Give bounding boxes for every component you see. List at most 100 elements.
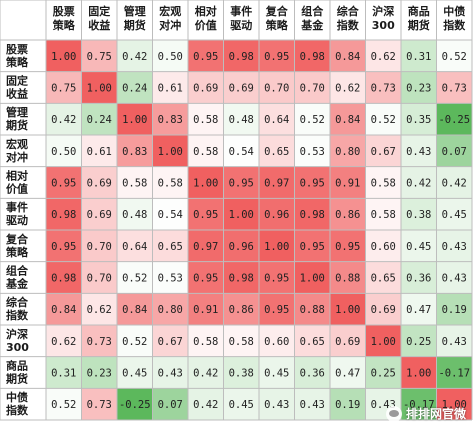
cell-value-label: 0.70 — [300, 83, 325, 95]
cell-value-label: 0.42 — [442, 178, 467, 190]
row-header-label: 指数 — [6, 308, 29, 322]
heatmap-cell — [365, 261, 401, 294]
watermark: 排排网官微 — [385, 405, 466, 422]
row-header-label: 股票 — [6, 43, 28, 56]
cell-value-label: 0.53 — [300, 146, 325, 158]
cell-value-label: 0.70 — [87, 273, 112, 285]
column-header-label: 中债 — [443, 4, 465, 18]
cell-value-label: 0.24 — [87, 114, 112, 126]
heatmap-cell — [294, 388, 330, 420]
row-header-label: 固定 — [6, 74, 28, 88]
heatmap-cell — [294, 325, 330, 357]
cell-value-label: 0.95 — [300, 241, 325, 253]
heatmap-cell — [46, 103, 82, 135]
heatmap-cell — [401, 261, 437, 294]
heatmap-cell — [365, 356, 401, 389]
heatmap-cell — [330, 325, 366, 357]
cell-value-label: 1.00 — [51, 51, 76, 63]
heatmap-cell — [401, 356, 437, 389]
heatmap-cell — [436, 230, 472, 262]
cell-value-label: 0.69 — [371, 304, 396, 316]
row-header-label: 商品 — [6, 359, 28, 373]
row-header-label: 宏观 — [6, 137, 28, 151]
row-header-label: 策略 — [5, 55, 29, 69]
heatmap-cell — [152, 230, 188, 262]
heatmap-cell — [294, 261, 330, 294]
cell-value-label: -0.25 — [438, 114, 470, 126]
row-header-label: 基金 — [5, 277, 29, 291]
row-header-label: 期货 — [6, 372, 28, 386]
cell-value-label: 0.42 — [193, 368, 218, 380]
cell-value-label: 0.19 — [442, 304, 467, 316]
heatmap-cell — [259, 325, 295, 357]
column-header-label: 驱动 — [230, 18, 252, 32]
heatmap-cell — [117, 388, 153, 420]
heatmap-cell — [81, 166, 117, 199]
cell-value-label: 0.84 — [335, 51, 360, 63]
heatmap-cell — [294, 71, 330, 104]
heatmap-cell — [117, 261, 153, 294]
cell-value-label: 0.64 — [122, 241, 147, 253]
heatmap-cell — [81, 356, 117, 389]
cell-value-label: 0.73 — [442, 83, 467, 95]
heatmap-cell — [46, 325, 82, 357]
row-header-label: 对冲 — [6, 150, 28, 164]
cell-value-label: 0.52 — [371, 114, 396, 126]
cell-value-label: 0.95 — [193, 209, 218, 221]
heatmap-cell — [294, 356, 330, 389]
heatmap-cell — [117, 325, 153, 357]
column-header-label: 沪深 — [372, 4, 394, 18]
heatmap-cell — [152, 261, 188, 294]
heatmap-cell — [152, 356, 188, 389]
heatmap-cell — [152, 103, 188, 135]
column-header-label: 收益 — [88, 18, 110, 32]
cell-value-label: 0.95 — [264, 51, 289, 63]
heatmap-cell — [294, 103, 330, 135]
cell-value-label: 0.31 — [406, 51, 431, 63]
heatmap-cell — [46, 356, 82, 389]
cell-value-label: 0.75 — [87, 51, 112, 63]
heatmap-cell — [436, 261, 472, 294]
cell-value-label: 0.95 — [335, 241, 360, 253]
row-header-label: 事件 — [6, 200, 28, 214]
heatmap-cell — [294, 166, 330, 199]
heatmap-cell — [401, 71, 437, 104]
cell-value-label: -0.17 — [403, 399, 435, 411]
cell-value-label: 0.42 — [122, 51, 147, 63]
column-header-label: 对冲 — [159, 18, 181, 32]
column-header-label: 指数 — [337, 18, 360, 32]
cell-value-label: 0.36 — [300, 368, 325, 380]
cell-value-label: 0.69 — [193, 83, 218, 95]
cell-value-label: 0.43 — [442, 336, 467, 348]
heatmap-cell — [330, 103, 366, 135]
heatmap-cell — [365, 166, 401, 199]
cell-value-label: 0.73 — [87, 399, 112, 411]
heatmap-cell — [401, 40, 437, 72]
cell-value-label: 1.00 — [300, 273, 325, 285]
cell-value-label: 0.95 — [51, 241, 76, 253]
cell-value-label: 0.95 — [193, 273, 218, 285]
watermark-text: 排排网官微 — [405, 407, 466, 421]
heatmap-cell — [259, 166, 295, 199]
heatmap-cell — [223, 261, 259, 294]
cell-value-label: 1.00 — [264, 241, 289, 253]
heatmap-cell — [365, 103, 401, 135]
cell-value-label: 0.53 — [158, 273, 183, 285]
heatmap-cell — [436, 166, 472, 199]
row-header-label: 沪深 — [6, 327, 28, 341]
heatmap-cell — [436, 388, 472, 420]
heatmap-cell — [401, 388, 437, 420]
cell-value-label: 0.64 — [264, 114, 289, 126]
cell-value-label: 0.31 — [51, 368, 76, 380]
cell-value-label: 0.80 — [335, 146, 360, 158]
heatmap-cell — [81, 40, 117, 72]
heatmap-cell — [152, 198, 188, 230]
cell-value-label: 0.48 — [122, 209, 147, 221]
cell-value-label: 0.58 — [229, 336, 254, 348]
row-header-label: 300 — [6, 341, 29, 354]
cell-value-label: 0.45 — [406, 241, 431, 253]
heatmap-cell — [223, 198, 259, 230]
wechat-icon — [385, 405, 402, 422]
cell-value-label: 0.25 — [406, 336, 431, 348]
heatmap-cell — [436, 71, 472, 104]
